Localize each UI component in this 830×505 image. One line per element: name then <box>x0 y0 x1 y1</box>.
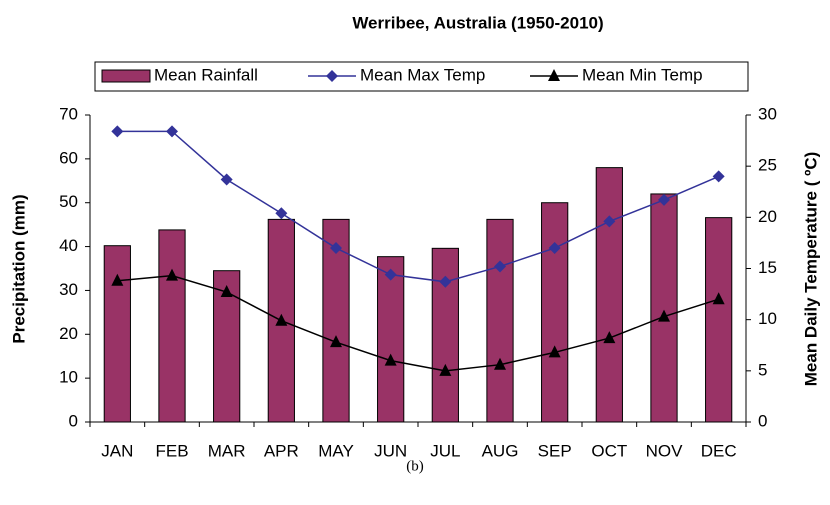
marker <box>712 292 725 305</box>
marker <box>111 125 124 138</box>
y2-tick-label: 0 <box>758 411 767 430</box>
bar <box>705 217 733 423</box>
y-axis-title: Precipitation (mm) <box>9 194 28 343</box>
marker <box>548 345 561 358</box>
marker <box>330 242 342 255</box>
marker <box>712 170 725 183</box>
marker <box>166 268 178 281</box>
legend-marker <box>326 70 338 82</box>
legend-label: Mean Max Temp <box>360 65 485 84</box>
y-tick-label: 60 <box>59 148 78 167</box>
legend-box <box>94 61 749 92</box>
x-tick-label: MAR <box>208 441 246 460</box>
marker <box>384 353 397 366</box>
y2-tick-label: 20 <box>758 207 777 226</box>
marker <box>166 125 178 138</box>
chart-title: Werribee, Australia (1950-2010) <box>352 13 603 32</box>
marker <box>220 173 233 186</box>
caption: (b) <box>406 458 424 474</box>
y-tick-label: 0 <box>69 411 78 430</box>
marker <box>658 193 670 206</box>
y-tick-label: 70 <box>59 104 78 123</box>
marker <box>603 331 616 344</box>
bar <box>158 229 186 423</box>
bar <box>486 218 514 423</box>
y-tick-label: 20 <box>59 324 78 343</box>
marker <box>658 309 670 322</box>
bar <box>431 247 459 423</box>
marker <box>494 357 506 370</box>
marker <box>603 215 616 228</box>
y2-axis-title: Mean Daily Temperature ( ºC) <box>801 152 820 387</box>
x-tick-label: JUL <box>430 441 460 460</box>
x-tick-label: SEP <box>538 441 572 460</box>
marker <box>439 275 452 288</box>
legend-marker <box>548 69 560 81</box>
marker <box>548 242 561 255</box>
x-tick-label: DEC <box>701 441 737 460</box>
marker <box>111 273 124 286</box>
y2-tick-label: 10 <box>758 309 777 328</box>
x-tick-label: MAY <box>318 441 354 460</box>
x-tick-label: OCT <box>591 441 627 460</box>
marker <box>220 285 233 298</box>
legend-swatch <box>101 69 151 83</box>
y2-tick-label: 15 <box>758 258 777 277</box>
marker <box>275 207 288 220</box>
x-tick-label: JAN <box>101 441 133 460</box>
line <box>117 274 719 372</box>
marker <box>494 260 506 273</box>
bar <box>595 167 623 423</box>
marker <box>384 268 397 281</box>
marker <box>275 313 288 326</box>
line <box>117 130 719 283</box>
x-tick-label: AUG <box>482 441 519 460</box>
x-tick-label: APR <box>264 441 299 460</box>
y-tick-label: 10 <box>59 368 78 387</box>
x-tick-label: JUN <box>374 441 407 460</box>
bar <box>103 245 131 423</box>
y2-tick-label: 5 <box>758 360 767 379</box>
bar <box>541 202 569 423</box>
x-tick-label: NOV <box>646 441 684 460</box>
marker <box>439 363 452 376</box>
y2-tick-label: 30 <box>758 104 777 123</box>
y-tick-label: 50 <box>59 192 78 211</box>
y2-tick-label: 25 <box>758 156 777 175</box>
bar <box>377 256 405 423</box>
marker <box>330 335 342 348</box>
y-tick-label: 30 <box>59 280 78 299</box>
x-tick-label: FEB <box>155 441 188 460</box>
y-tick-label: 40 <box>59 236 78 255</box>
legend-label: Mean Rainfall <box>154 65 258 84</box>
bar <box>650 193 678 423</box>
legend-label: Mean Min Temp <box>582 65 703 84</box>
